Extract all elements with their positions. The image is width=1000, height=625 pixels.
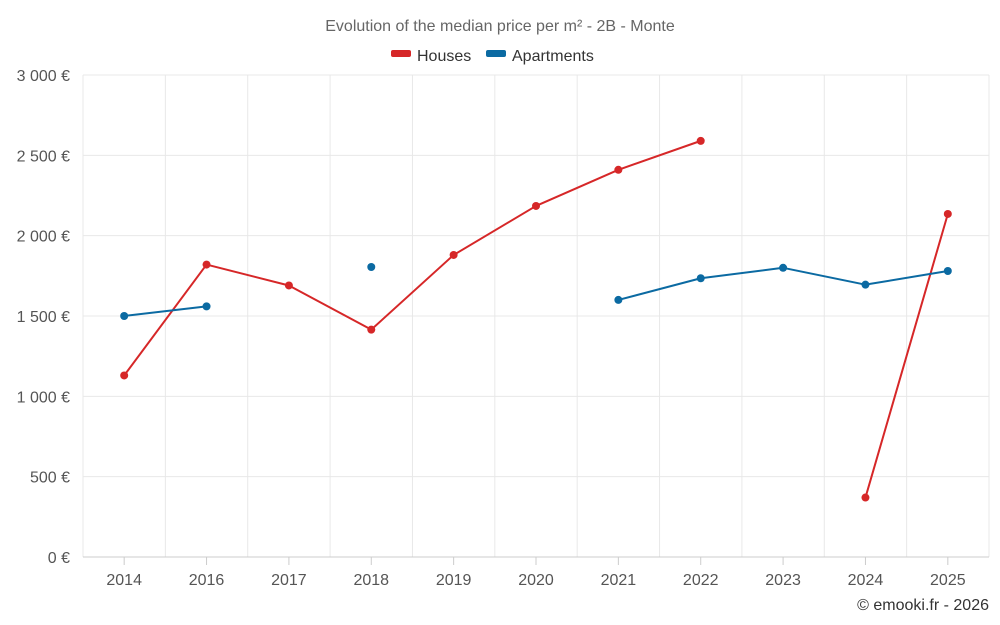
legend-swatch-houses: [391, 50, 411, 57]
data-point-apartments-2016[interactable]: [202, 302, 211, 311]
x-tick-label: 2025: [930, 572, 966, 589]
x-tick-label: 2019: [436, 572, 472, 589]
y-tick-label: 1 000 €: [17, 389, 70, 406]
y-tick-label: 1 500 €: [17, 309, 70, 326]
series-layer: [120, 136, 952, 502]
series-line-apartments: [123, 305, 208, 317]
y-tick-label: 500 €: [30, 470, 70, 487]
x-tick-label: 2020: [518, 572, 554, 589]
series-line-houses: [864, 212, 949, 499]
data-point-houses-2020[interactable]: [532, 201, 540, 210]
x-tick-label: 2024: [848, 572, 884, 589]
chart-title: Evolution of the median price per m² - 2…: [325, 18, 675, 35]
x-tick-label: 2016: [189, 572, 225, 589]
y-tick-label: 2 500 €: [17, 148, 70, 165]
data-point-apartments-2014[interactable]: [120, 312, 129, 320]
y-axis: 0 € 500 € 1 000 € 1 500 € 2 000 € 2 500 € 3 00…: [17, 68, 70, 567]
x-tick-label: 2023: [765, 572, 801, 589]
data-point-houses-2022[interactable]: [696, 136, 705, 145]
y-tick-label: 3 000 €: [17, 68, 70, 85]
legend-label-apartments[interactable]: Apartments: [512, 48, 594, 65]
y-tick-label: 0 €: [48, 550, 70, 567]
series-line-apartments: [617, 266, 949, 301]
data-point-apartments-2023[interactable]: [779, 263, 788, 272]
legend: Houses Apartments: [391, 48, 594, 65]
data-point-houses-2024[interactable]: [861, 493, 870, 502]
x-tick-label: 2017: [271, 572, 307, 589]
legend-swatch-apartments: [486, 50, 506, 57]
credit-text: © emooki.fr - 2026: [857, 597, 989, 614]
grid: [82, 74, 990, 557]
series-line-houses: [123, 139, 702, 377]
data-point-houses-2019[interactable]: [449, 250, 458, 259]
data-point-apartments-2021[interactable]: [614, 295, 623, 304]
legend-label-houses[interactable]: Houses: [417, 48, 471, 65]
data-point-apartments-2022[interactable]: [696, 274, 705, 283]
data-point-houses-2021[interactable]: [614, 165, 623, 174]
x-tick-label: 2022: [683, 572, 719, 589]
y-tick-label: 2 000 €: [17, 229, 70, 246]
data-point-houses-2014[interactable]: [120, 371, 129, 380]
x-tick-label: 2014: [106, 572, 142, 589]
data-point-houses-2016[interactable]: [202, 260, 211, 269]
data-point-houses-2025[interactable]: [943, 209, 952, 218]
data-point-houses-2017[interactable]: [284, 281, 293, 290]
data-point-apartments-2024[interactable]: [861, 280, 870, 289]
data-point-apartments-2025[interactable]: [943, 267, 952, 276]
x-tick-label: 2018: [353, 572, 389, 589]
data-point-apartments-2018[interactable]: [367, 262, 376, 271]
data-point-houses-2018[interactable]: [367, 325, 376, 334]
x-tick-label: 2021: [601, 572, 637, 589]
x-axis: 2014 2016 2017 2018 2019 2020 2021 2022 2023 2024…: [83, 556, 989, 589]
